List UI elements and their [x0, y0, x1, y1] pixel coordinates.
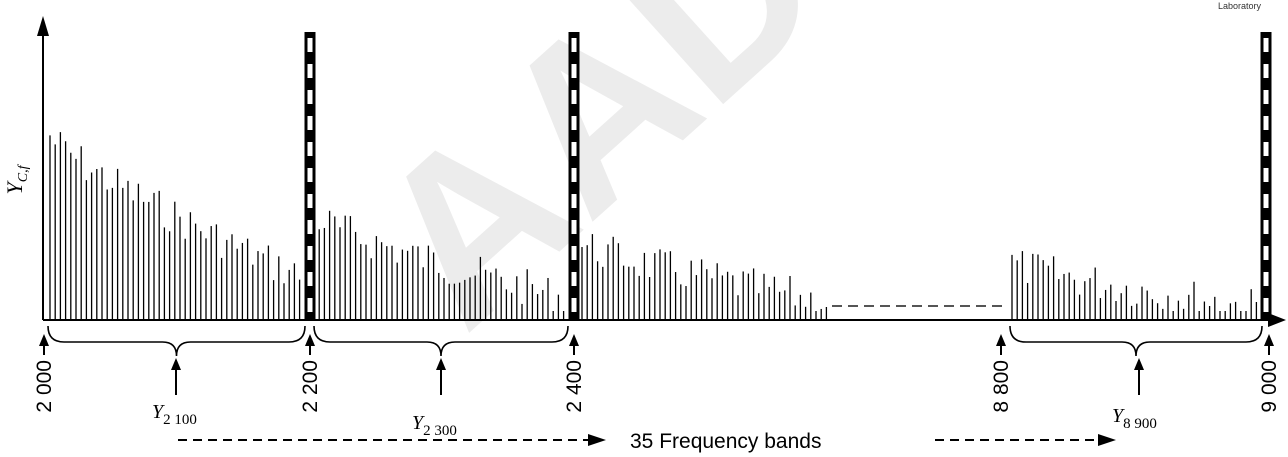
band-boundaries: [304, 32, 1272, 320]
band-center-labels: Y2 100 Y2 300 Y8 900: [152, 401, 1157, 439]
arrow-up-icon: [171, 358, 181, 370]
tick-label: 2 400: [563, 360, 586, 413]
svg-text:YC,f: YC,f: [2, 163, 31, 194]
tick-label: 2 200: [299, 360, 322, 413]
arrow-up-icon: [305, 334, 315, 346]
footer-arrow-left-icon: [588, 434, 606, 446]
footer-arrows: [178, 434, 1116, 446]
arrow-up-icon: [569, 334, 579, 346]
footer-arrow-right-icon: [1098, 434, 1116, 446]
band-brace: [47, 325, 306, 357]
band-brace: [313, 325, 569, 357]
footer-label: 35 Frequency bands: [630, 430, 821, 453]
band-center-label: Y2 300: [412, 412, 457, 439]
y-axis-label: YC,f: [2, 163, 31, 194]
band-braces: [47, 325, 1263, 357]
tick-label: 8 800: [990, 360, 1013, 413]
corner-text: Laboratory: [1218, 1, 1262, 11]
tick-arrows: [39, 334, 1274, 395]
arrow-up-icon: [1134, 358, 1144, 370]
band-brace: [1009, 325, 1263, 357]
arrow-up-icon: [39, 334, 49, 346]
arrow-up-icon: [1264, 334, 1274, 346]
spectrum-bars: [49, 132, 1263, 319]
arrow-up-icon: [996, 334, 1006, 346]
tick-labels: 2 000 2 200 2 400 8 800 9 000: [33, 360, 1281, 413]
tick-label: 9 000: [1258, 360, 1281, 413]
arrow-up-icon: [436, 358, 446, 370]
band-center-label: Y2 100: [152, 401, 197, 428]
y-axis-arrow-icon: [37, 16, 49, 36]
tick-label: 2 000: [33, 360, 56, 413]
x-axis-arrow-icon: [1268, 313, 1286, 327]
band-center-label: Y8 900: [1112, 405, 1157, 432]
